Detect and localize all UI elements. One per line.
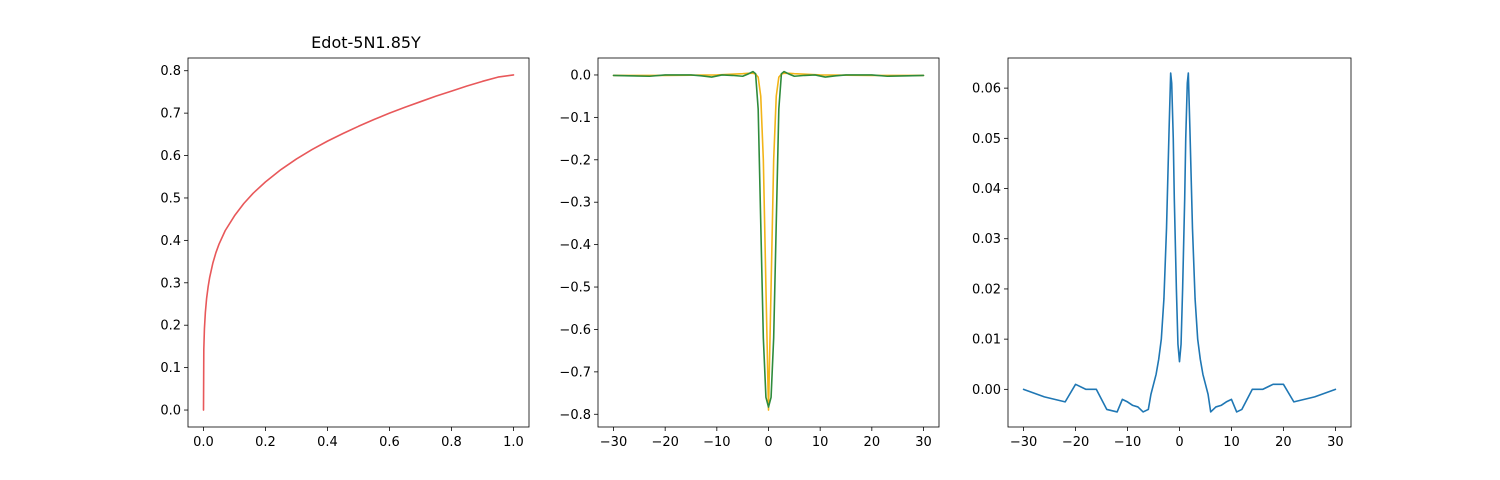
middle-chart-ticks: −30 −20 −10 0 10 20 30 0.0 −0.1 −0.2 −0.3 −0.4 −0.5 −… (559, 68, 931, 450)
left-chart-y-tick-label: 0.0 (160, 404, 181, 419)
right-chart-y-tick-label: 0.04 (972, 182, 1001, 197)
left-chart-x-tick-label: 0.0 (193, 435, 214, 450)
right-chart-y-tick-label: 0.06 (972, 82, 1001, 97)
right-chart-y-tick-label: 0.01 (972, 333, 1001, 348)
right-chart-y-tick-label: 0.03 (972, 232, 1001, 247)
left-chart-y-tick-label: 0.1 (160, 361, 181, 376)
left-chart-series-line-0 (202, 74, 515, 411)
right-chart-axes-frame (1007, 57, 1352, 428)
middle-chart-series-line-0 (612, 72, 925, 411)
right-chart-x-tick-label: 30 (1327, 435, 1344, 450)
middle-chart-series (612, 70, 925, 411)
right-chart-series-line-0 (1022, 72, 1337, 413)
left-chart-y-tick-label: 0.5 (160, 191, 181, 206)
left-chart-series (202, 74, 515, 411)
right-chart-series (1022, 72, 1337, 413)
left-chart-axes-frame (187, 57, 530, 428)
middle-chart-x-tick-label: 30 (915, 435, 932, 450)
middle-chart-y-tick-label: −0.1 (559, 111, 591, 126)
middle-chart-y-tick-label: −0.4 (559, 238, 591, 253)
middle-chart-x-tick-label: 20 (864, 435, 881, 450)
left-chart-panel: Edot-5N1.85Y 0.0 0.2 0.4 0.6 0.8 1.0 0.0 0.1 0.2… (160, 33, 530, 450)
middle-chart-panel: −30 −20 −10 0 10 20 30 0.0 −0.1 −0.2 −0.3 −0.4 −0.5 −… (559, 57, 940, 450)
middle-chart-y-tick-label: −0.7 (559, 365, 591, 380)
right-chart-ticks: −30 −20 −10 0 10 20 30 0.00 0.01 0.02 0.03 0.04 0.05… (972, 82, 1344, 450)
middle-chart-y-tick-label: 0.0 (570, 68, 591, 83)
right-chart-x-tick-label: −10 (1114, 435, 1141, 450)
left-chart-y-tick-label: 0.2 (160, 319, 181, 334)
middle-chart-x-tick-label: −30 (600, 435, 627, 450)
left-chart-title: Edot-5N1.85Y (311, 33, 421, 52)
left-chart-y-tick-label: 0.6 (160, 149, 181, 164)
middle-chart-y-tick-label: −0.5 (559, 281, 591, 296)
middle-chart-x-tick-label: −10 (703, 435, 730, 450)
middle-chart-axes-frame (597, 57, 940, 428)
right-chart-y-tick-label: 0.02 (972, 282, 1001, 297)
right-chart-y-tick-label: 0.05 (972, 132, 1001, 147)
right-chart-panel: −30 −20 −10 0 10 20 30 0.00 0.01 0.02 0.03 0.04 0.05… (972, 57, 1352, 450)
left-chart-x-tick-label: 0.6 (379, 435, 400, 450)
right-chart-y-tick-label: 0.00 (972, 383, 1001, 398)
left-chart-x-tick-label: 0.2 (255, 435, 276, 450)
right-chart-x-tick-label: −30 (1010, 435, 1037, 450)
left-chart-y-tick-label: 0.7 (160, 107, 181, 122)
middle-chart-y-tick-label: −0.6 (559, 323, 591, 338)
left-chart-y-tick-label: 0.8 (160, 64, 181, 79)
left-chart-ticks: 0.0 0.2 0.4 0.6 0.8 1.0 0.0 0.1 0.2 0.3 0.4 0.5 0.6 0… (160, 64, 524, 450)
middle-chart-series-line-1 (612, 70, 925, 408)
left-chart-x-tick-label: 1.0 (503, 435, 524, 450)
left-chart-x-tick-label: 0.8 (441, 435, 462, 450)
left-chart-y-tick-label: 0.3 (160, 276, 181, 291)
right-chart-x-tick-label: 20 (1275, 435, 1292, 450)
right-chart-x-tick-label: 10 (1223, 435, 1240, 450)
left-chart-y-tick-label: 0.4 (160, 234, 181, 249)
middle-chart-y-tick-label: −0.8 (559, 408, 591, 423)
left-chart-x-tick-label: 0.4 (317, 435, 338, 450)
middle-chart-y-tick-label: −0.3 (559, 196, 591, 211)
right-chart-x-tick-label: 0 (1175, 435, 1183, 450)
middle-chart-x-tick-label: 10 (812, 435, 829, 450)
middle-chart-x-tick-label: −20 (651, 435, 678, 450)
middle-chart-x-tick-label: 0 (764, 435, 772, 450)
middle-chart-y-tick-label: −0.2 (559, 153, 591, 168)
right-chart-x-tick-label: −20 (1062, 435, 1089, 450)
